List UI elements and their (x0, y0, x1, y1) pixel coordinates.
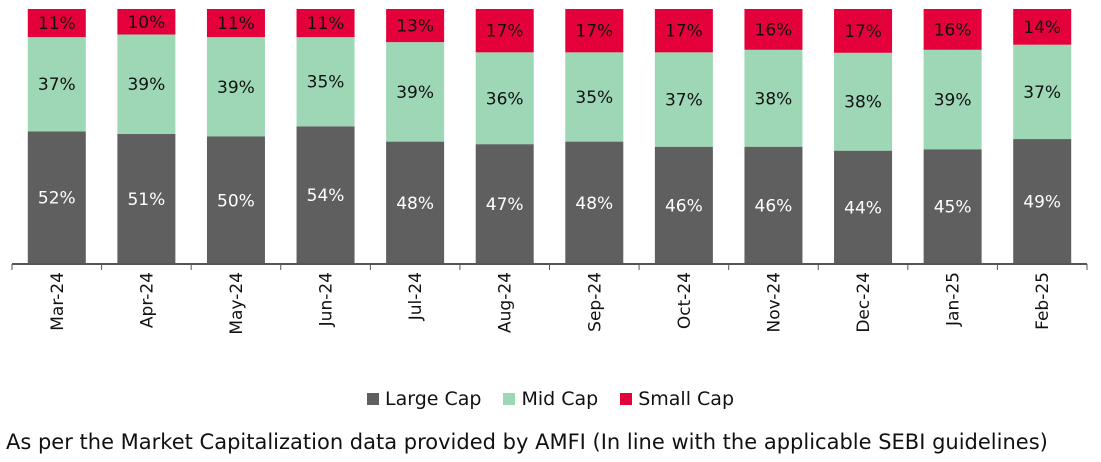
data-label-large-cap: 52% (38, 189, 76, 209)
x-tick-label: Jun-24 (317, 272, 337, 327)
legend-item-large-cap: Large Cap (367, 388, 481, 410)
x-tick-label: Sep-24 (585, 272, 605, 332)
chart-legend: Large Cap Mid Cap Small Cap (0, 388, 1101, 410)
x-tick-label: Jul-24 (406, 272, 426, 321)
legend-item-small-cap: Small Cap (620, 388, 734, 410)
bar-small-cap (1013, 9, 1072, 45)
data-label-small-cap: 13% (396, 17, 434, 37)
data-label-mid-cap: 39% (127, 75, 165, 95)
data-label-large-cap: 47% (486, 195, 524, 215)
bar-small-cap (117, 9, 176, 35)
data-label-mid-cap: 35% (575, 88, 613, 108)
data-label-large-cap: 48% (575, 194, 613, 214)
bar-small-cap (654, 9, 713, 53)
data-label-small-cap: 10% (127, 13, 165, 33)
data-label-mid-cap: 37% (665, 91, 703, 111)
bar-large-cap (1013, 139, 1072, 264)
x-tick-label: May-24 (227, 272, 247, 335)
legend-swatch-small-cap (620, 393, 633, 405)
data-label-small-cap: 17% (844, 22, 882, 42)
x-tick-label: Nov-24 (764, 272, 784, 333)
data-label-small-cap: 14% (1023, 18, 1061, 38)
bar-mid-cap (206, 37, 265, 137)
x-tick-label: Jan-25 (944, 272, 964, 327)
bar-large-cap (923, 149, 982, 264)
legend-label-small-cap: Small Cap (638, 388, 734, 410)
legend-label-mid-cap: Mid Cap (521, 388, 599, 410)
bar-small-cap (27, 9, 86, 38)
bar-mid-cap (654, 52, 713, 147)
data-label-large-cap: 46% (755, 196, 793, 216)
legend-swatch-mid-cap (503, 393, 516, 405)
bar-mid-cap (475, 52, 534, 145)
bar-large-cap (834, 150, 893, 264)
bar-large-cap (475, 144, 534, 264)
bar-small-cap (296, 9, 355, 38)
bar-mid-cap (834, 52, 893, 151)
bar-mid-cap (744, 49, 803, 147)
data-label-mid-cap: 37% (1023, 83, 1061, 103)
bar-small-cap (834, 9, 893, 53)
legend-swatch-large-cap (367, 393, 379, 405)
data-label-mid-cap: 39% (396, 83, 434, 103)
bar-mid-cap (923, 49, 982, 150)
stacked-bar-chart: 52% 37% 11% Mar-24 51% 39% 10% Apr-24 50% 39% 11% M… (11, 9, 1088, 335)
x-tick-label: Aug-24 (496, 272, 516, 333)
bar-mid-cap (117, 34, 176, 134)
bar-mid-cap (27, 37, 86, 132)
bar-large-cap (117, 133, 176, 264)
bar-large-cap (206, 136, 265, 264)
data-label-mid-cap: 39% (934, 91, 972, 111)
data-label-small-cap: 17% (665, 22, 703, 42)
x-tick-label: Apr-24 (137, 272, 157, 328)
data-label-mid-cap: 37% (38, 75, 76, 95)
bar-small-cap (565, 9, 624, 53)
data-label-small-cap: 11% (217, 14, 255, 34)
bar-small-cap (386, 9, 445, 43)
data-label-large-cap: 44% (844, 198, 882, 218)
bar-small-cap (475, 9, 534, 53)
data-label-large-cap: 49% (1023, 193, 1061, 213)
bar-mid-cap (296, 37, 355, 127)
bar-large-cap (654, 146, 713, 264)
bar-large-cap (386, 141, 445, 264)
data-label-small-cap: 17% (575, 22, 613, 42)
bar-small-cap (923, 9, 982, 50)
data-label-small-cap: 16% (934, 20, 972, 40)
footnote: As per the Market Capitalization data pr… (6, 430, 1048, 454)
data-label-mid-cap: 38% (844, 93, 882, 113)
bar-large-cap (744, 146, 803, 264)
bar-large-cap (565, 141, 624, 264)
data-label-large-cap: 48% (396, 194, 434, 214)
data-label-mid-cap: 35% (307, 73, 345, 93)
bar-small-cap (744, 9, 803, 50)
data-label-large-cap: 46% (665, 196, 703, 216)
data-label-mid-cap: 36% (486, 89, 524, 109)
data-label-large-cap: 54% (307, 186, 345, 206)
x-tick-label: Dec-24 (854, 272, 874, 333)
bar-mid-cap (565, 52, 624, 142)
bar-large-cap (296, 126, 355, 264)
bar-small-cap (206, 9, 265, 38)
bar-large-cap (27, 131, 86, 264)
bar-mid-cap (1013, 44, 1072, 140)
data-label-mid-cap: 39% (217, 78, 255, 98)
data-label-mid-cap: 38% (755, 89, 793, 109)
x-tick-label: Mar-24 (48, 272, 68, 331)
data-label-small-cap: 11% (38, 14, 76, 34)
data-label-large-cap: 45% (934, 198, 972, 218)
data-label-small-cap: 11% (307, 14, 345, 34)
legend-label-large-cap: Large Cap (385, 388, 482, 410)
data-label-large-cap: 50% (217, 191, 255, 211)
x-tick-label: Feb-25 (1033, 272, 1053, 330)
data-label-small-cap: 17% (486, 22, 524, 42)
x-tick-label: Oct-24 (675, 272, 695, 329)
bar-mid-cap (386, 42, 445, 142)
legend-item-mid-cap: Mid Cap (503, 388, 598, 410)
data-label-large-cap: 51% (127, 190, 165, 210)
data-label-small-cap: 16% (755, 20, 793, 40)
